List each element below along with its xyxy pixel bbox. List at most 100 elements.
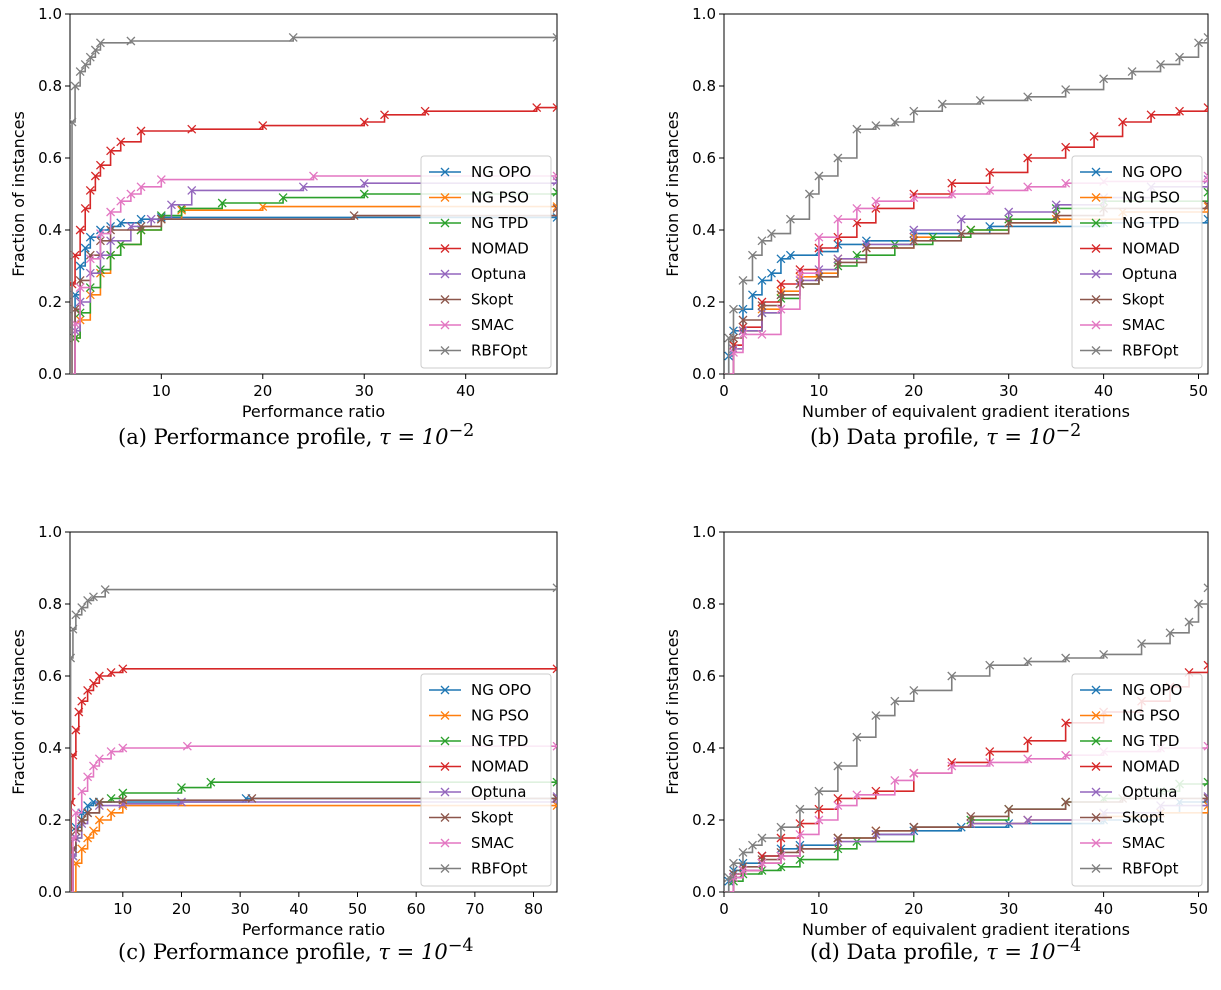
legend-marker-smac — [1091, 838, 1101, 848]
point-optuna — [861, 239, 871, 249]
y-tick-label: 1.0 — [38, 523, 62, 541]
chart-c: 0.0 0.2 0.4 0.6 0.8 1.0 10 20 30 40 50 60 70 80 Perfor… — [9, 523, 558, 939]
x-tick-label: 40 — [289, 900, 308, 918]
point-optuna — [126, 221, 136, 231]
y-tick-label: 0.8 — [38, 595, 62, 613]
legend-box — [420, 155, 552, 369]
series-line-nomad — [724, 107, 1208, 374]
x-axis-label: Performance ratio — [242, 402, 385, 420]
point-ng-tpd — [776, 862, 786, 872]
point-optuna — [1203, 792, 1208, 802]
point-rbfopt — [95, 38, 105, 48]
point-rbfopt — [70, 117, 77, 127]
point-rbfopt — [766, 229, 776, 239]
legend-marker-ng-opo — [1091, 167, 1101, 177]
point-optuna — [833, 254, 843, 264]
point-ng-tpd — [552, 777, 557, 787]
legend-marker-ng-pso — [1091, 193, 1101, 202]
point-rbfopt — [1184, 617, 1194, 627]
point-smac — [85, 254, 95, 264]
point-ng-opo — [1203, 214, 1208, 224]
point-nomad — [1023, 736, 1033, 746]
point-rbfopt — [1165, 628, 1175, 638]
point-optuna — [909, 225, 919, 235]
point-rbfopt — [795, 804, 805, 814]
point-skopt — [1203, 793, 1208, 803]
legend-label-ng-tpd: NG TPD — [1122, 732, 1179, 750]
point-rbfopt — [871, 121, 881, 131]
point-nomad — [106, 146, 116, 156]
point-skopt — [776, 847, 786, 857]
point-rbfopt — [1061, 653, 1071, 663]
point-rbfopt — [776, 822, 786, 832]
point-smac — [89, 761, 98, 771]
point-smac — [71, 808, 81, 818]
point-rbfopt — [724, 873, 734, 883]
point-nomad — [71, 725, 81, 735]
point-ng-pso — [77, 844, 87, 854]
legend-label-ng-pso: NG PSO — [1122, 189, 1180, 207]
x-tick-label: 10 — [113, 900, 132, 918]
point-rbfopt — [70, 624, 78, 634]
point-smac — [776, 851, 786, 861]
point-optuna — [359, 178, 369, 188]
caption-b-label: (b) Data profile, — [810, 425, 980, 449]
point-ng-opo — [80, 243, 90, 253]
caption-d: (d) Data profile, τ = 10−4 — [810, 936, 1081, 964]
point-ng-tpd — [206, 777, 216, 787]
legend: NG OPO NG PSO NG TPD NOMAD Optuna Skopt SMAC RB… — [1071, 673, 1203, 887]
chart-panel-b: 0.0 0.2 0.4 0.6 0.8 1.0 0 10 20 30 40 50 Number of e… — [610, 0, 1210, 424]
point-rbfopt — [1023, 657, 1033, 667]
legend-marker-optuna — [1091, 269, 1101, 279]
point-skopt — [909, 822, 919, 832]
x-tick-label: 0 — [719, 900, 729, 918]
point-ng-opo — [861, 236, 871, 246]
y-tick-label: 0.4 — [38, 739, 62, 757]
point-ng-tpd — [359, 189, 369, 199]
point-smac — [75, 283, 85, 293]
series-line-smac — [70, 175, 557, 374]
y-tick-label: 0.0 — [692, 365, 716, 383]
x-tick-label: 30 — [231, 900, 250, 918]
legend-label-ng-opo: NG OPO — [1122, 163, 1182, 181]
caption-c-exp: −4 — [447, 936, 474, 956]
point-ng-opo — [136, 214, 146, 224]
legend-label-optuna: Optuna — [1122, 265, 1177, 283]
point-skopt — [861, 243, 871, 253]
point-smac — [116, 196, 126, 206]
point-rbfopt — [748, 840, 757, 850]
legend-marker-rbfopt — [1091, 346, 1101, 355]
point-nomad — [94, 671, 104, 681]
point-nomad — [1061, 142, 1071, 152]
point-rbfopt — [1203, 32, 1208, 42]
point-nomad — [75, 225, 85, 235]
point-rbfopt — [871, 711, 881, 721]
point-rbfopt — [1175, 52, 1184, 62]
point-nomad — [80, 203, 90, 213]
point-rbfopt — [890, 696, 900, 706]
point-ng-opo — [748, 290, 757, 300]
series-line-skopt — [70, 797, 557, 892]
point-rbfopt — [1203, 583, 1208, 593]
point-ng-tpd — [177, 203, 187, 213]
x-tick-label: 30 — [355, 382, 374, 400]
point-smac — [1203, 171, 1208, 181]
point-rbfopt — [71, 610, 81, 620]
y-axis-label: Fraction of instances — [9, 111, 28, 277]
legend-label-optuna: Optuna — [471, 783, 526, 801]
point-optuna — [118, 799, 128, 809]
point-rbfopt — [852, 124, 862, 134]
point-rbfopt — [75, 67, 85, 77]
point-skopt — [1004, 218, 1014, 228]
point-ng-tpd — [106, 793, 116, 803]
series-line-rbfopt — [724, 587, 1208, 892]
caption-b: (b) Data profile, τ = 10−2 — [810, 421, 1081, 449]
point-ng-pso — [552, 801, 557, 811]
x-tick-label: 10 — [809, 900, 828, 918]
chart-d: 0.0 0.2 0.4 0.6 0.8 1.0 0 10 20 30 40 50 Number of e… — [663, 523, 1209, 939]
caption-a: (a) Performance profile, τ = 10−2 — [118, 421, 474, 449]
point-nomad — [985, 167, 995, 177]
legend-label-skopt: Skopt — [471, 809, 513, 827]
point-smac — [871, 196, 881, 206]
x-tick-label: 20 — [253, 382, 272, 400]
